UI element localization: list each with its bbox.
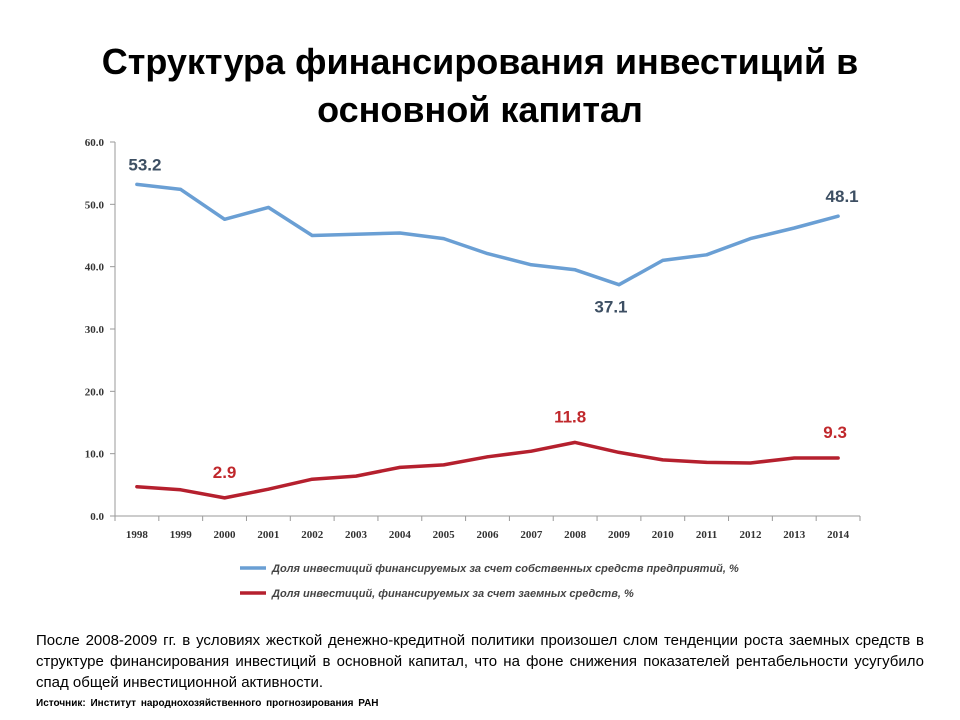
data-point <box>266 205 270 209</box>
data-point <box>836 456 840 460</box>
data-labels: 53.2 37.1 48.1 2.9 11.8 9.3 <box>128 155 858 482</box>
data-point <box>442 463 446 467</box>
legend: Доля инвестиций финансируемых за счет со… <box>240 563 739 600</box>
y-axis-ticks: 0.0 10.0 20.0 30.0 40.0 50.0 60.0 <box>85 137 115 523</box>
y-tick-label: 0.0 <box>90 511 104 523</box>
data-point <box>486 252 489 256</box>
data-point <box>135 182 139 186</box>
data-point <box>398 465 402 469</box>
data-point <box>266 487 270 491</box>
x-tick-label: 2006 <box>477 529 500 541</box>
x-tick-label: 2009 <box>608 529 631 541</box>
data-label: 2.9 <box>213 463 237 482</box>
data-point <box>398 231 402 235</box>
series-lines <box>135 182 840 500</box>
data-point <box>748 237 752 241</box>
data-point <box>573 440 577 444</box>
data-point <box>705 460 709 464</box>
x-tick-label: 2008 <box>564 529 587 541</box>
data-point <box>179 488 183 492</box>
x-tick-label: 2013 <box>783 529 806 541</box>
commentary-text: После 2008-2009 гг. в условиях жесткой д… <box>36 632 924 691</box>
x-tick-label: 2011 <box>696 529 717 541</box>
data-point <box>792 456 796 460</box>
data-point <box>836 214 840 218</box>
data-label: 53.2 <box>128 155 161 174</box>
data-point <box>223 217 227 221</box>
data-point <box>573 268 577 272</box>
data-point <box>748 461 752 465</box>
x-tick-label: 2010 <box>652 529 675 541</box>
data-point <box>529 263 533 267</box>
data-point <box>617 283 621 287</box>
data-point <box>486 455 489 459</box>
x-tick-label: 2002 <box>301 529 324 541</box>
y-tick-label: 50.0 <box>85 199 105 211</box>
x-tick-label: 2012 <box>739 529 762 541</box>
data-point <box>310 234 314 237</box>
data-label: 37.1 <box>594 298 627 317</box>
data-point <box>135 485 139 489</box>
x-tick-label: 2004 <box>389 529 412 541</box>
data-point <box>179 187 183 191</box>
y-tick-label: 20.0 <box>85 386 105 398</box>
x-tick-label: 2001 <box>257 529 279 541</box>
data-label: 11.8 <box>554 407 586 426</box>
x-tick-label: 2000 <box>214 529 237 541</box>
data-point <box>661 258 665 262</box>
data-point <box>705 253 709 257</box>
data-point <box>354 474 358 478</box>
series-line-1 <box>135 182 840 287</box>
x-tick-label: 1999 <box>170 529 193 541</box>
y-tick-label: 40.0 <box>85 262 105 274</box>
x-tick-label: 2014 <box>827 529 850 541</box>
x-tick-label: 2005 <box>433 529 456 541</box>
x-tick-label: 2003 <box>345 529 368 541</box>
data-point <box>661 458 665 462</box>
x-axis-ticks: 1998 1999 2000 2001 2002 2003 2004 2005 2006 2007… <box>114 516 861 541</box>
x-tick-label: 2007 <box>520 529 543 541</box>
legend-label: Доля инвестиций финансируемых за счет со… <box>271 563 739 575</box>
data-label: 48.1 <box>826 187 859 206</box>
legend-label: Доля инвестиций, финансируемых за счет з… <box>271 588 634 600</box>
slide-title: Структура финансирования инвестиций в ос… <box>101 41 859 130</box>
series-line-2 <box>135 440 840 500</box>
x-tick-label: 1998 <box>126 529 149 541</box>
data-point <box>442 237 446 241</box>
chart-axes <box>114 142 860 517</box>
data-point <box>310 477 314 481</box>
data-point <box>223 496 227 500</box>
y-tick-label: 30.0 <box>85 324 105 336</box>
data-point <box>617 450 621 454</box>
y-tick-label: 60.0 <box>85 137 105 149</box>
data-point <box>354 232 358 236</box>
data-label: 9.3 <box>823 423 847 442</box>
data-point <box>529 449 533 453</box>
data-point <box>792 226 796 230</box>
source-note: Источник: Институт народнохозяйственного… <box>36 698 379 709</box>
y-tick-label: 10.0 <box>85 449 105 461</box>
